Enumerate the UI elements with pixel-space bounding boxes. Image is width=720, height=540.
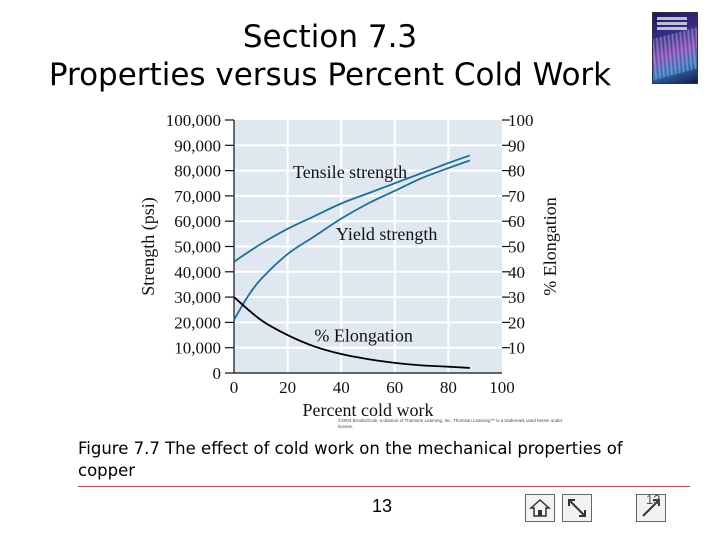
y-left-tick-label: 20,000 [174, 313, 221, 332]
grid [234, 120, 502, 373]
y-left-tick-label: 90,000 [174, 136, 221, 155]
book-cover-image [652, 12, 698, 84]
x-tick-label: 80 [440, 378, 457, 397]
corner-page-number: 13 [646, 492, 661, 507]
x-tick-label: 20 [279, 378, 296, 397]
next-button[interactable] [636, 494, 666, 522]
y-axis-left-label: Strength (psi) [138, 197, 159, 296]
copyright-note: ©2003 Brooks/Cole, a division of Thomson… [338, 418, 563, 429]
series-line-elongation [233, 296, 470, 369]
y-axis-right-label: % Elongation [540, 197, 560, 295]
y-left-tick-label: 50,000 [174, 238, 221, 257]
y-left-tick-label: 100,000 [166, 111, 221, 130]
y-right-tick-label: 30 [508, 288, 525, 307]
x-tick-label: 40 [333, 378, 350, 397]
y-left-tick-label: 0 [213, 364, 222, 383]
series-line-tensile-strength [233, 154, 471, 263]
diagonal-arrow-icon [642, 499, 660, 517]
x-tick-label: 100 [489, 378, 515, 397]
ticks: 0 20 40 60 80 100 0 10,000 20,000 30,000 40,000 50,… [166, 111, 534, 397]
y-left-tick-label: 70,000 [174, 187, 221, 206]
y-right-tick-label: 70 [508, 187, 525, 206]
y-left-tick-label: 30,000 [174, 288, 221, 307]
y-right-tick-label: 40 [508, 263, 525, 282]
y-left-tick-label: 80,000 [174, 162, 221, 181]
home-button[interactable] [525, 494, 555, 522]
y-right-tick-label: 50 [508, 238, 525, 257]
y-right-tick-label: 10 [508, 339, 525, 358]
title-line-2: Properties versus Percent Cold Work [48, 57, 612, 93]
slide-title: Section 7.3 Properties versus Percent Co… [0, 18, 660, 94]
y-right-tick-label: 100 [508, 111, 534, 130]
y-right-tick-label: 60 [508, 212, 525, 231]
y-right-tick-label: 90 [508, 136, 525, 155]
figure-caption: Figure 7.7 The effect of cold work on th… [78, 439, 623, 480]
series-label: % Elongation [314, 325, 412, 345]
series-line-yield-strength [233, 159, 471, 321]
series-lines [233, 154, 471, 369]
cold-work-chart: 0 20 40 60 80 100 0 10,000 20,000 30,000 40,000 50,… [138, 111, 560, 420]
expand-button[interactable] [562, 494, 592, 522]
x-axis-label: Percent cold work [303, 400, 434, 420]
footer-divider [78, 486, 690, 487]
y-right-tick-label: 20 [508, 313, 525, 332]
y-left-tick-label: 10,000 [174, 339, 221, 358]
series-label: Yield strength [336, 224, 438, 244]
x-tick-label: 0 [230, 378, 239, 397]
page-number: 13 [371, 496, 393, 516]
y-left-tick-label: 40,000 [174, 263, 221, 282]
title-line-1: Section 7.3 [242, 19, 418, 55]
series-labels: Tensile strength Yield strength % Elongati… [293, 162, 437, 345]
series-label: Tensile strength [293, 162, 407, 182]
x-tick-label: 60 [386, 378, 403, 397]
y-left-tick-label: 60,000 [174, 212, 221, 231]
y-right-tick-label: 80 [508, 162, 525, 181]
home-icon [529, 498, 551, 517]
diagonal-arrow-icon [568, 499, 586, 517]
